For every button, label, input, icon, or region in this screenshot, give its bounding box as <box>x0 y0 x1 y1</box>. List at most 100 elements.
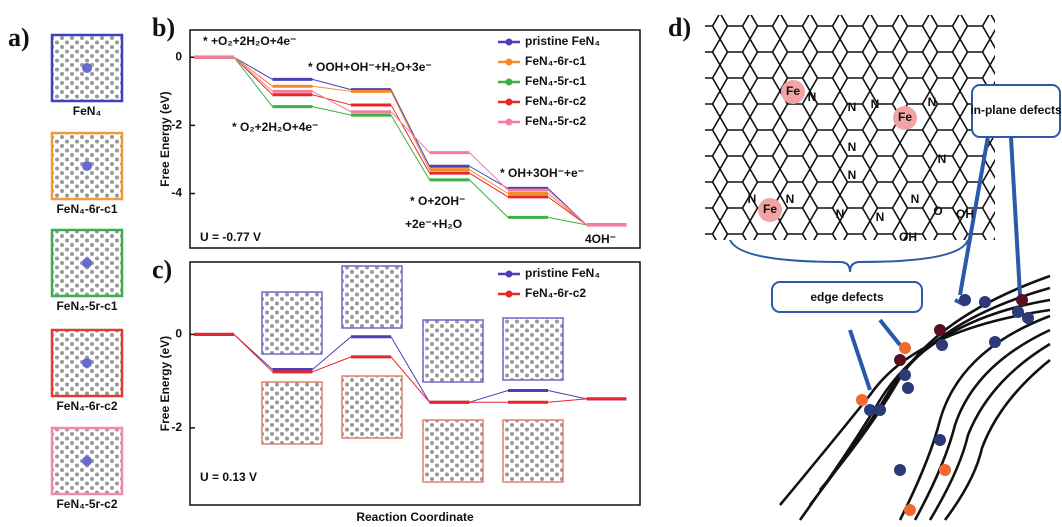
connector <box>390 336 430 403</box>
connector <box>390 104 430 174</box>
n-label: N <box>848 168 857 182</box>
fe-atom <box>82 161 92 171</box>
y-tick-label: 0 <box>175 327 182 341</box>
n-label: N <box>938 152 947 166</box>
n-label: N <box>808 90 817 104</box>
legend-marker <box>505 98 513 106</box>
legend-label: FeN₄-6r-c2 <box>525 94 586 108</box>
o-label: OH <box>899 230 917 244</box>
structure-label: FeN₄-6r-c1 <box>56 202 117 216</box>
connector <box>547 390 587 400</box>
connector <box>312 94 352 106</box>
connector <box>469 179 509 218</box>
annotation: +2e⁻+H₂O <box>405 217 462 231</box>
n-label: N <box>848 140 857 154</box>
legend-label: FeN₄-5r-c1 <box>525 74 586 88</box>
connector <box>390 356 430 403</box>
connector <box>312 336 352 370</box>
legend-marker <box>505 38 513 46</box>
connector <box>469 172 509 198</box>
legend-label: pristine FeN₄ <box>525 34 600 48</box>
legend-marker <box>505 118 513 126</box>
legend-label: FeN₄-6r-c2 <box>525 286 586 300</box>
annotation: * +O₂+2H₂O+4e⁻ <box>203 34 296 48</box>
connector <box>312 78 352 91</box>
legend-marker <box>505 78 513 86</box>
fe-atom <box>82 358 92 368</box>
schematic <box>705 15 1061 521</box>
annotation: * O₂+2H₂O+4e⁻ <box>232 120 318 134</box>
legend-label: FeN₄-6r-c1 <box>525 54 586 68</box>
connector <box>312 106 352 116</box>
legend-marker <box>505 270 513 278</box>
connector <box>469 390 509 403</box>
atom-label: Fe <box>786 84 800 98</box>
annotation: U = -0.77 V <box>200 230 261 244</box>
connector <box>390 91 430 170</box>
legend-marker <box>505 58 513 66</box>
legend-marker <box>505 290 513 298</box>
structure-label: FeN₄-5r-c2 <box>56 497 117 511</box>
atom-label: Fe <box>763 202 777 216</box>
connector <box>547 189 587 226</box>
callout: in-plane defects <box>970 103 1062 117</box>
panel-label: a) <box>8 23 30 52</box>
connector <box>312 85 352 92</box>
y-axis-label: Free Energy (eV) <box>158 91 172 186</box>
atom-label: Fe <box>898 110 912 124</box>
panel-label: d) <box>668 13 691 42</box>
o-label: OH <box>956 207 974 221</box>
callout: edge defects <box>810 290 884 304</box>
connector <box>469 169 509 194</box>
annotation: * OOH+OH⁻+H₂O+3e⁻ <box>308 60 432 74</box>
connector <box>547 216 587 226</box>
n-label: N <box>848 100 857 114</box>
fe-atom <box>82 456 92 466</box>
n-label: N <box>928 95 937 109</box>
plot-frame <box>189 261 641 506</box>
plot-frame <box>189 29 641 249</box>
fe-atom <box>82 63 92 73</box>
structure <box>50 131 124 201</box>
y-axis-label: Free Energy (eV) <box>158 336 172 431</box>
annotation: 4OH⁻ <box>585 232 616 246</box>
n-label: N <box>911 192 920 206</box>
annotation: U = 0.13 V <box>200 470 257 484</box>
y-tick-label: -4 <box>171 186 182 200</box>
structure-label: FeN₄-6r-c2 <box>56 399 117 413</box>
legend-label: FeN₄-5r-c2 <box>525 114 586 128</box>
y-tick-label: -2 <box>171 118 182 132</box>
connector <box>312 356 352 373</box>
n-label: N <box>876 210 885 224</box>
structure-label: FeN₄ <box>73 104 102 118</box>
connector <box>547 398 587 403</box>
connector <box>390 89 430 167</box>
connector <box>390 114 430 181</box>
n-label: N <box>748 192 757 206</box>
panel-label: b) <box>152 13 175 42</box>
y-tick-label: 0 <box>175 49 182 63</box>
fe-atom <box>82 258 92 268</box>
n-label: N <box>836 207 845 221</box>
connector <box>233 56 273 92</box>
n-label: N <box>786 192 795 206</box>
connector <box>469 152 509 191</box>
connector <box>233 56 273 87</box>
o-label: O <box>933 204 942 218</box>
y-tick-label: -2 <box>171 420 182 434</box>
annotation: * O+2OH⁻ <box>410 194 465 208</box>
annotation: * OH+3OH⁻+e⁻ <box>500 166 584 180</box>
insets <box>261 265 564 483</box>
x-axis-label: Reaction Coordinate <box>356 510 474 524</box>
panel-label: c) <box>152 255 172 284</box>
n-label: N <box>871 97 880 111</box>
connector <box>547 196 587 226</box>
connector <box>233 56 273 107</box>
connector <box>469 165 509 189</box>
connector <box>390 111 430 153</box>
legend-label: pristine FeN₄ <box>525 266 600 280</box>
connector <box>312 90 352 113</box>
connector <box>233 334 273 373</box>
structure-label: FeN₄-5r-c1 <box>56 299 117 313</box>
